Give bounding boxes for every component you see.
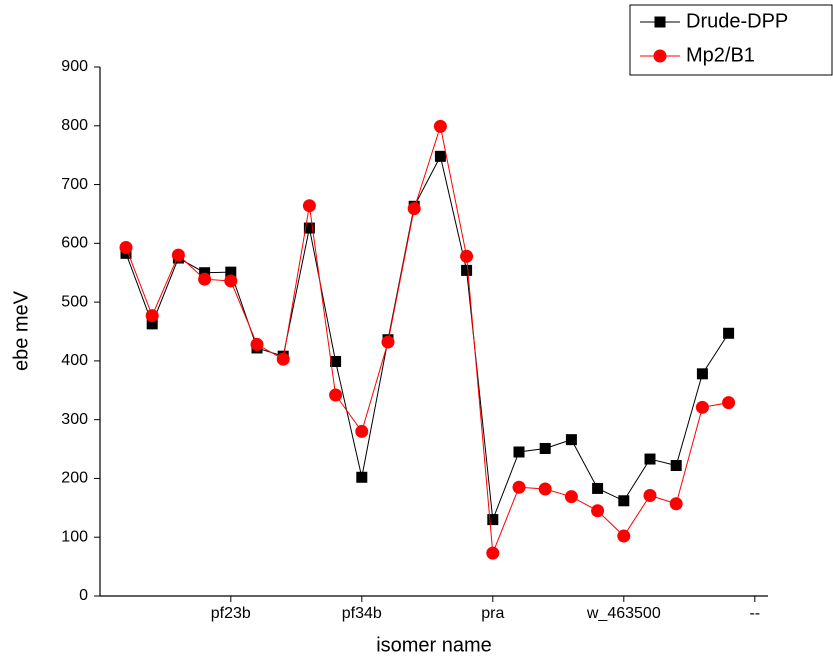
- x-tick-label: w_463500: [586, 605, 661, 622]
- data-point: [695, 400, 709, 414]
- data-point: [330, 355, 342, 367]
- data-point: [513, 446, 525, 458]
- x-tick-label: pf34b: [342, 605, 382, 622]
- y-tick-label: 900: [61, 58, 88, 75]
- data-point: [171, 248, 185, 262]
- data-point: [355, 424, 369, 438]
- data-point: [302, 199, 316, 213]
- y-tick-label: 200: [61, 470, 88, 487]
- data-point: [512, 480, 526, 494]
- data-point: [407, 202, 421, 216]
- y-tick-label: 300: [61, 411, 88, 428]
- data-point: [433, 119, 447, 133]
- data-point: [198, 272, 212, 286]
- data-point: [723, 327, 735, 339]
- data-point: [644, 453, 656, 465]
- y-tick-label: 400: [61, 352, 88, 369]
- data-point: [145, 309, 159, 323]
- series-line: [125, 124, 729, 554]
- data-point: [146, 318, 158, 330]
- data-point: [643, 488, 657, 502]
- data-point: [224, 274, 238, 288]
- data-point: [722, 396, 736, 410]
- data-point: [356, 471, 368, 483]
- y-tick-label: 800: [61, 117, 88, 134]
- legend-marker: [654, 16, 666, 28]
- data-point: [564, 490, 578, 504]
- data-point: [225, 266, 237, 278]
- data-point: [276, 352, 290, 366]
- data-point: [486, 546, 500, 560]
- data-point: [250, 337, 264, 351]
- x-tick-label: --: [749, 605, 760, 622]
- data-point: [434, 150, 446, 162]
- y-tick-label: 500: [61, 293, 88, 310]
- data-point: [538, 482, 552, 496]
- data-point: [461, 264, 473, 276]
- legend-label: Mp2/B1: [686, 44, 755, 66]
- y-tick-label: 100: [61, 528, 88, 545]
- data-point: [592, 482, 604, 494]
- data-point: [381, 335, 395, 349]
- data-point: [591, 504, 605, 518]
- x-tick-label: pf23b: [211, 605, 251, 622]
- series-line: [125, 154, 730, 520]
- data-point: [539, 442, 551, 454]
- data-point: [303, 222, 315, 234]
- data-point: [565, 434, 577, 446]
- legend-marker: [653, 49, 667, 63]
- x-axis-label: isomer name: [376, 634, 492, 656]
- data-point: [618, 495, 630, 507]
- x-tick-label: pra: [481, 605, 504, 622]
- data-point: [696, 368, 708, 380]
- data-point: [460, 249, 474, 263]
- y-axis-label: ebe meV: [10, 290, 32, 371]
- data-point: [487, 514, 499, 526]
- y-tick-label: 600: [61, 235, 88, 252]
- y-tick-label: 0: [79, 587, 88, 604]
- data-point: [119, 240, 133, 254]
- data-point: [670, 460, 682, 472]
- data-point: [329, 388, 343, 402]
- y-tick-label: 700: [61, 176, 88, 193]
- data-point: [669, 497, 683, 511]
- data-point: [617, 529, 631, 543]
- legend-label: Drude-DPP: [686, 10, 788, 32]
